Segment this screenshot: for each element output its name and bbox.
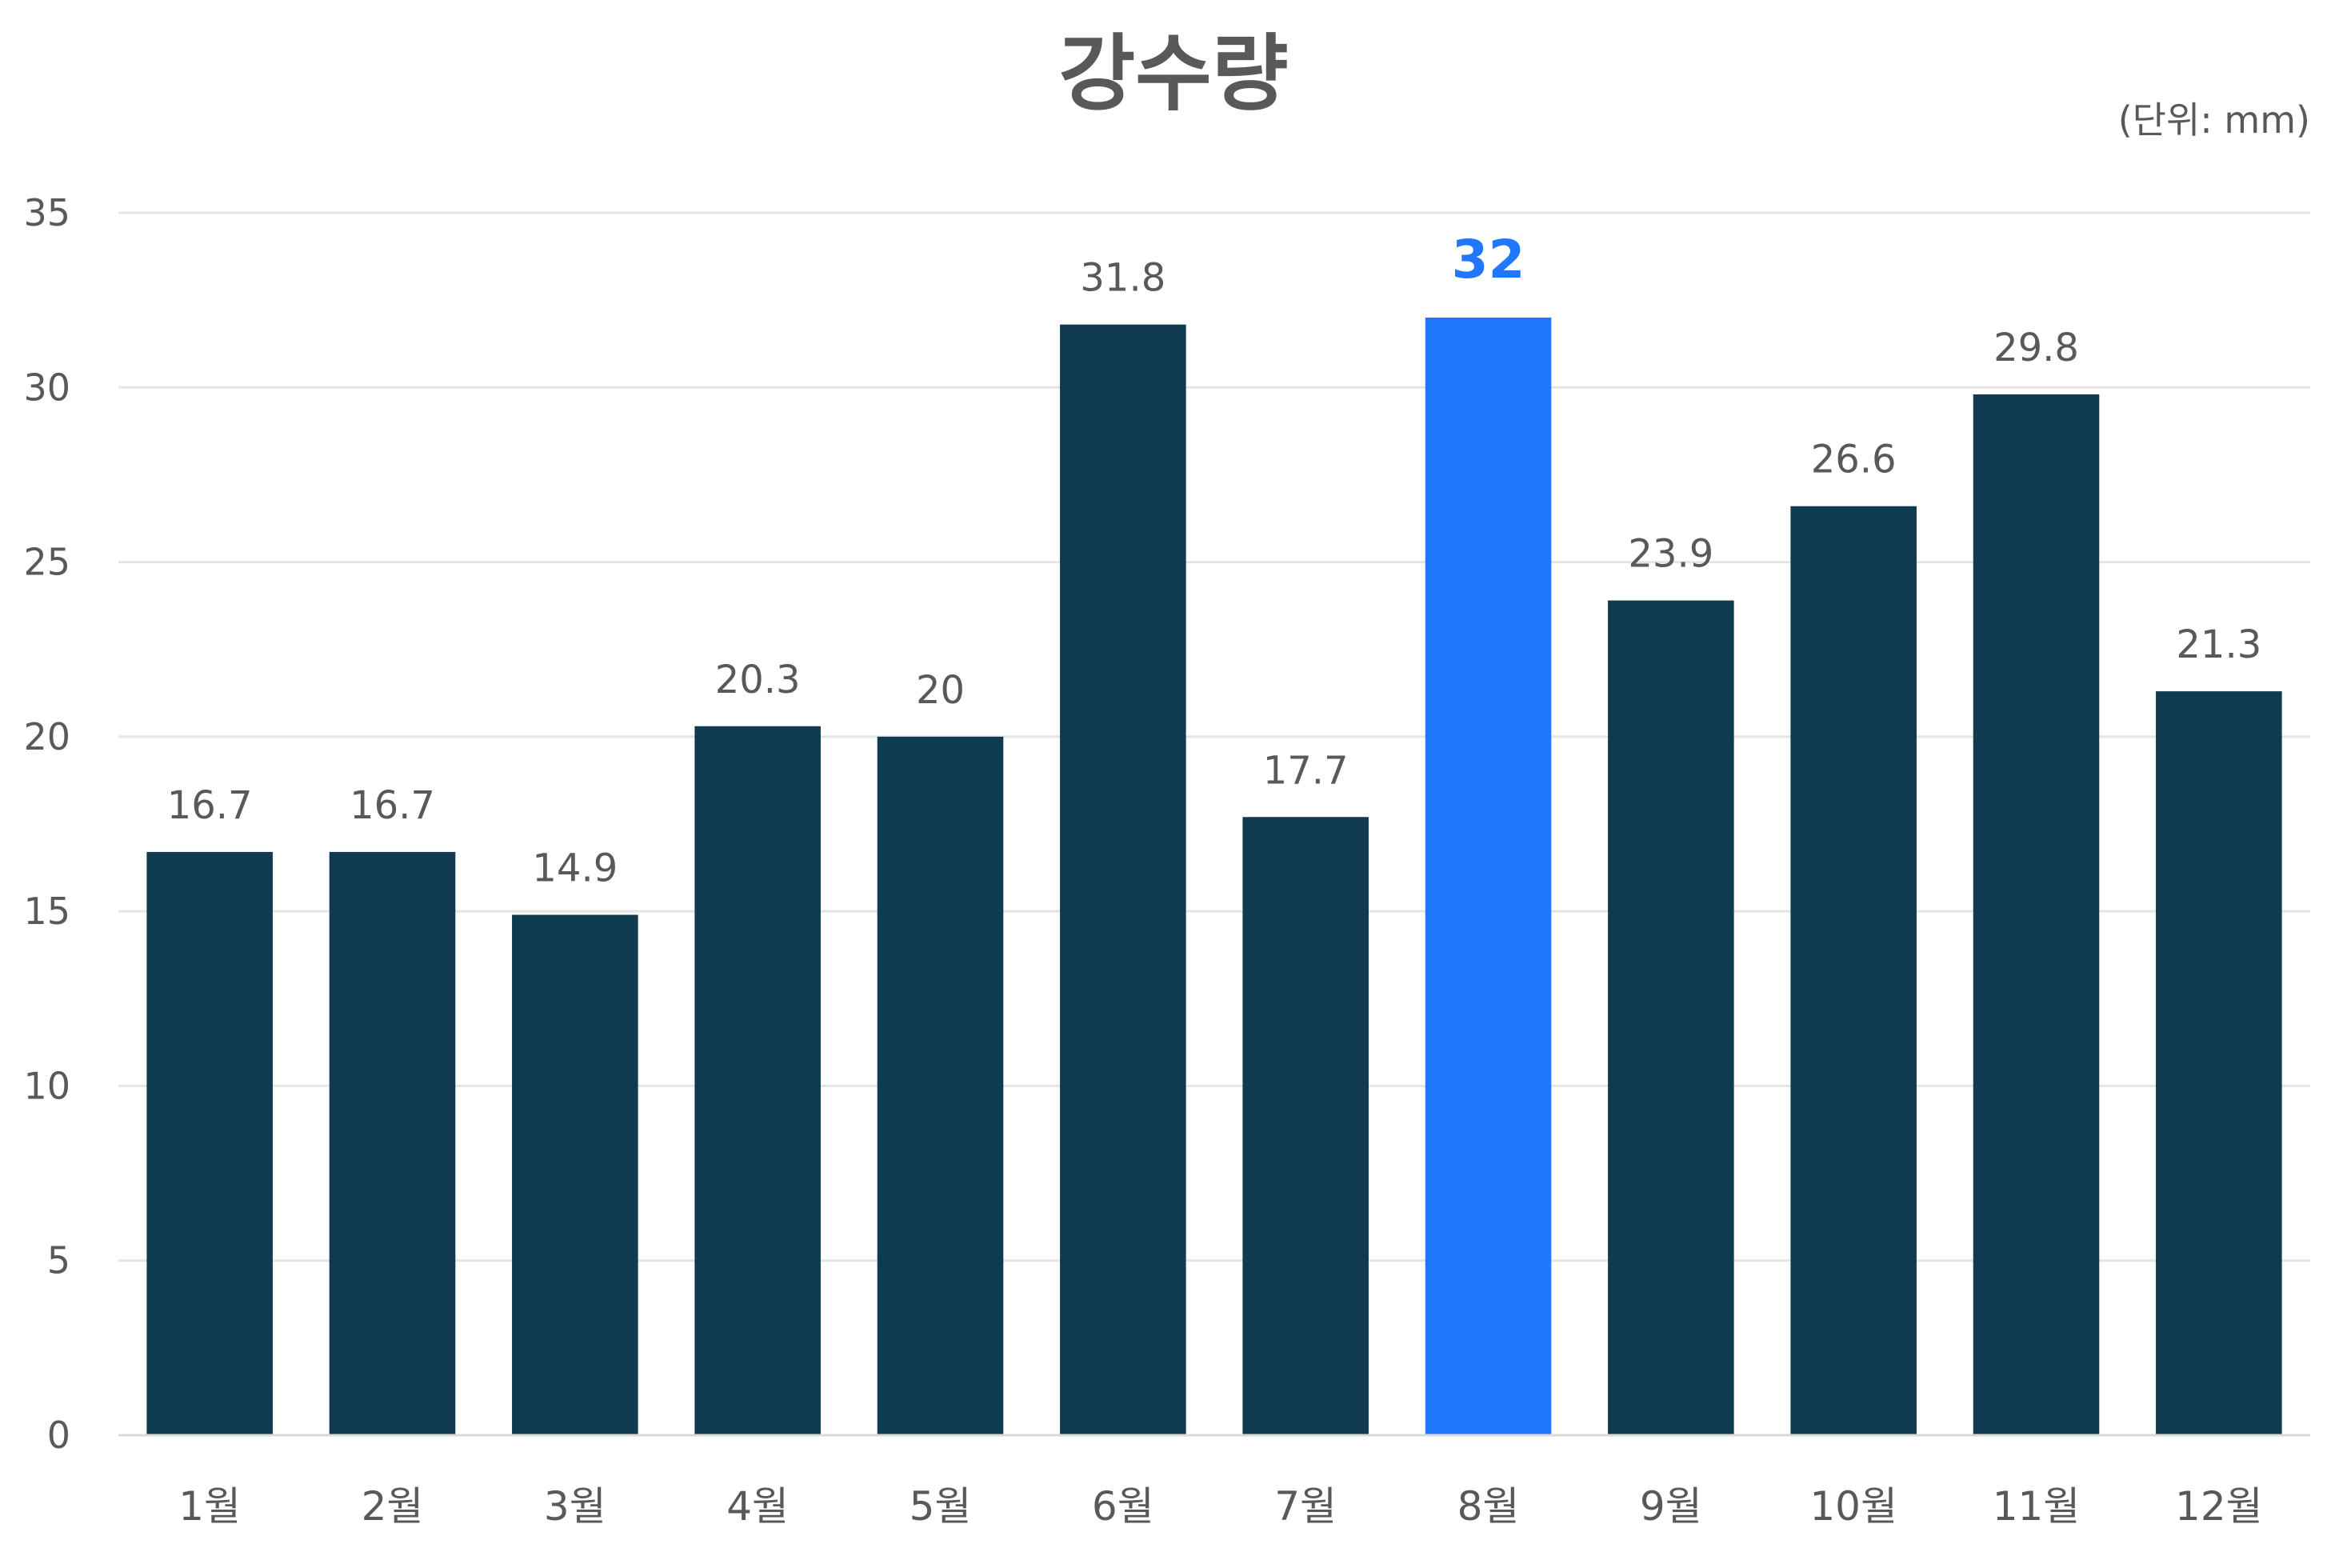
data-label: 21.3 bbox=[2176, 622, 2261, 667]
y-tick-label: 25 bbox=[23, 541, 70, 584]
x-tick-label: 10월 bbox=[1809, 1483, 1897, 1530]
bar-3 bbox=[512, 914, 638, 1435]
data-label: 16.7 bbox=[350, 783, 435, 828]
y-tick-label: 20 bbox=[23, 715, 70, 758]
x-axis-ticks: 1월 2월 3월 4월 5월 6월 7월 8월 9월 10월 11월 12월 bbox=[178, 1483, 2262, 1530]
y-tick-label: 30 bbox=[23, 366, 70, 409]
x-tick-label: 12월 bbox=[2175, 1483, 2263, 1530]
x-tick-label: 5월 bbox=[910, 1483, 972, 1530]
data-label: 17.7 bbox=[1263, 748, 1349, 793]
data-label: 14.9 bbox=[532, 846, 618, 891]
data-label: 29.8 bbox=[1993, 326, 2079, 370]
y-tick-label: 10 bbox=[23, 1064, 70, 1107]
x-tick-label: 8월 bbox=[1457, 1483, 1520, 1530]
x-tick-label: 6월 bbox=[1092, 1483, 1154, 1530]
bar-11 bbox=[1973, 394, 2100, 1436]
data-label: 16.7 bbox=[167, 783, 253, 828]
x-tick-label: 4월 bbox=[726, 1483, 789, 1530]
bar-10 bbox=[1790, 506, 1917, 1435]
data-label: 23.9 bbox=[1628, 532, 1713, 577]
unit-label: (단위: mm) bbox=[2118, 98, 2310, 142]
y-tick-label: 15 bbox=[23, 890, 70, 933]
data-label: 20.3 bbox=[715, 658, 801, 702]
chart-title: 강수량 bbox=[1058, 25, 1288, 122]
x-tick-label: 1월 bbox=[178, 1483, 241, 1530]
bar-5 bbox=[877, 736, 1004, 1435]
bar-2 bbox=[329, 851, 456, 1435]
bar-12 bbox=[2156, 691, 2282, 1435]
data-label: 32 bbox=[1452, 229, 1525, 290]
data-label: 20 bbox=[916, 668, 965, 713]
y-tick-label: 35 bbox=[23, 191, 70, 234]
x-tick-label: 2월 bbox=[362, 1483, 424, 1530]
data-label: 26.6 bbox=[1811, 438, 1897, 482]
bar-6 bbox=[1060, 324, 1186, 1435]
x-tick-label: 11월 bbox=[1993, 1483, 2081, 1530]
y-tick-label: 5 bbox=[47, 1239, 70, 1282]
x-tick-label: 7월 bbox=[1274, 1483, 1337, 1530]
data-labels: 16.7 16.7 14.9 20.3 20 31.8 17.7 32 23.9 26.6 29.8… bbox=[167, 229, 2262, 891]
bar-8 bbox=[1425, 317, 1552, 1435]
grid-lines bbox=[118, 211, 2310, 1262]
bar-4 bbox=[694, 726, 821, 1435]
data-label: 31.8 bbox=[1080, 256, 1166, 301]
y-tick-label: 0 bbox=[47, 1414, 70, 1457]
bar-1 bbox=[146, 851, 273, 1435]
bar-7 bbox=[1242, 817, 1369, 1435]
bars bbox=[146, 317, 2282, 1436]
y-axis-ticks: 0 5 10 15 20 25 30 35 bbox=[23, 191, 70, 1457]
bar-9 bbox=[1608, 600, 1734, 1436]
x-tick-label: 3월 bbox=[544, 1483, 606, 1530]
x-tick-label: 9월 bbox=[1640, 1483, 1702, 1530]
